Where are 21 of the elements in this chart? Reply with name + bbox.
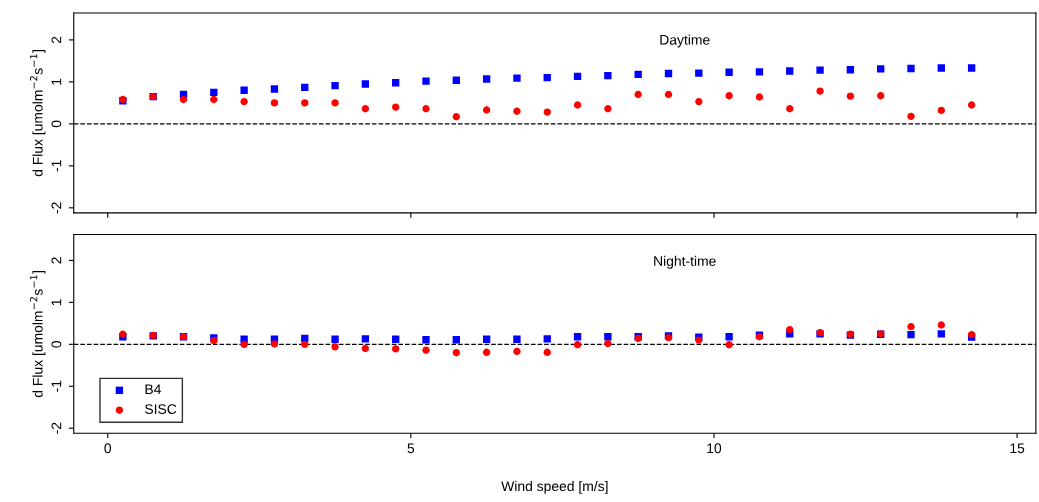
- y-tick-label: -2: [51, 202, 62, 214]
- y-tick-label: -1: [51, 160, 62, 172]
- legend-label: B4: [145, 384, 161, 394]
- x-tick-label: 5: [407, 443, 415, 454]
- x-tick-label: 0: [104, 443, 112, 454]
- y-axis-title: d Flux [umolm$^{−2}$s$^{−1}$]: [29, 271, 46, 398]
- y-tick-label: 0: [51, 341, 62, 348]
- annotation: Daytime: [660, 34, 710, 48]
- y-tick-label: 2: [51, 36, 62, 44]
- y-tick-label: -1: [51, 380, 62, 392]
- legend-label: SISC: [145, 404, 177, 414]
- y-tick-label: -2: [51, 422, 62, 434]
- y-tick-label: 1: [51, 78, 62, 85]
- x-tick-label: 10: [707, 443, 722, 454]
- y-tick-label: 1: [51, 299, 62, 306]
- annotation: Night-time: [654, 255, 716, 269]
- y-tick-label: 0: [51, 120, 62, 128]
- x-tick-label: 15: [1010, 443, 1025, 454]
- x-axis-title: Wind speed [m/s]: [501, 480, 608, 494]
- y-tick-label: 2: [51, 257, 62, 264]
- y-axis-title: d Flux [umolm$^{−2}$s$^{−1}$]: [29, 50, 46, 177]
